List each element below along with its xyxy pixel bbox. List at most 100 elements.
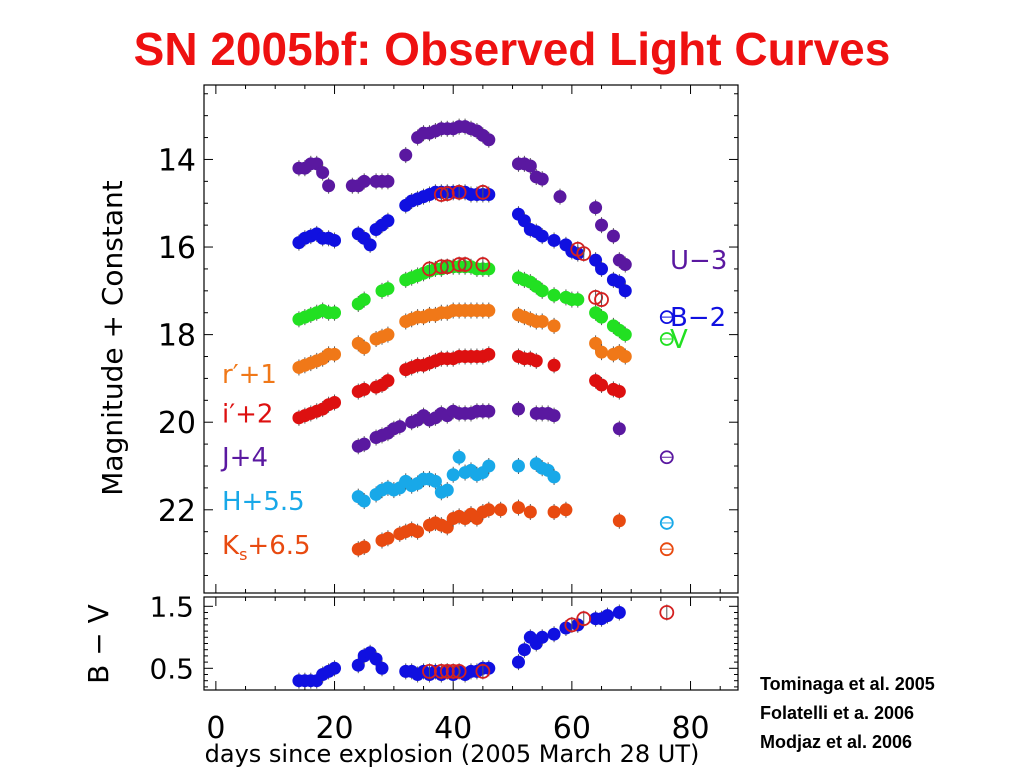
y-tick-label: 1.5	[149, 590, 194, 623]
data-point-open	[576, 611, 592, 627]
data-point	[494, 503, 508, 517]
data-point	[482, 503, 496, 517]
series-i	[292, 346, 626, 426]
data-point	[322, 179, 336, 193]
data-point	[618, 328, 632, 342]
data-point	[393, 420, 407, 434]
data-point	[511, 655, 525, 669]
data-point	[328, 661, 342, 675]
data-point	[547, 409, 561, 423]
data-point-open	[594, 292, 609, 307]
data-point	[357, 293, 371, 307]
data-point	[595, 378, 609, 392]
data-point-open	[659, 542, 674, 557]
data-point	[482, 347, 496, 361]
series-label: U−3	[670, 246, 727, 276]
data-point	[612, 514, 626, 528]
x-axis-label: days since explosion (2005 March 28 UT)	[205, 740, 700, 768]
data-point	[369, 652, 383, 666]
data-point	[612, 422, 626, 436]
y-tick-label: 16	[158, 231, 196, 266]
data-point	[482, 133, 496, 147]
reference-item: Tominaga et al. 2005	[760, 674, 935, 694]
series-label: r′+1	[222, 360, 277, 390]
data-point	[328, 347, 342, 361]
data-point	[523, 159, 537, 173]
x-tick-label: 60	[553, 711, 591, 746]
data-point	[399, 148, 413, 162]
data-point	[595, 345, 609, 359]
series-open	[659, 310, 674, 557]
series-label: B−2	[670, 303, 726, 333]
data-point	[612, 606, 626, 619]
reference-item: Folatelli et a. 2006	[760, 703, 915, 723]
data-point	[571, 293, 585, 307]
series-h	[351, 449, 561, 510]
y-tick-label: 0.5	[149, 652, 194, 685]
data-point	[547, 627, 561, 641]
data-point	[595, 218, 609, 232]
data-point	[452, 450, 466, 464]
data-point	[357, 540, 371, 554]
y-axis-label: B − V	[82, 604, 115, 684]
data-point	[381, 374, 395, 388]
data-point-open	[445, 664, 461, 679]
y-axis-label: Magnitude + Constant	[96, 180, 129, 496]
data-point	[316, 166, 330, 180]
data-point	[517, 643, 531, 657]
data-point-open	[433, 187, 449, 202]
x-tick-label: 20	[315, 711, 353, 746]
data-point	[328, 396, 342, 409]
series-u	[292, 118, 632, 273]
data-point-open	[659, 516, 674, 530]
data-point	[618, 258, 632, 272]
data-point	[511, 501, 525, 515]
data-point	[357, 382, 371, 396]
data-point	[595, 262, 609, 276]
data-point	[357, 174, 371, 188]
data-point-open	[475, 184, 491, 200]
data-point	[535, 229, 549, 243]
y-tick-label: 22	[158, 494, 196, 529]
data-point-open	[451, 257, 467, 272]
data-point-open	[564, 617, 580, 633]
data-point	[535, 630, 549, 644]
series-label: Ks+6.5	[222, 531, 311, 564]
data-point	[595, 310, 609, 324]
data-point	[381, 282, 395, 296]
data-point	[535, 172, 549, 186]
data-point	[523, 505, 537, 519]
y-tick-label: 18	[158, 319, 196, 354]
x-tick-label: 0	[206, 711, 225, 746]
data-point	[559, 503, 573, 517]
data-point	[612, 385, 626, 399]
y-tick-label: 14	[158, 143, 196, 178]
data-point	[411, 525, 425, 539]
data-point	[547, 233, 561, 247]
series-labels: U−3 B−2Vr′+1 i′+2 J+4 H+5.5 Ks+6.5	[220, 246, 727, 564]
data-point	[535, 284, 549, 298]
data-point	[381, 531, 395, 545]
x-tick-label: 40	[434, 711, 472, 746]
series-label: i′+2	[222, 399, 273, 429]
data-point	[440, 483, 454, 497]
data-point	[553, 190, 567, 204]
data-point	[535, 314, 549, 328]
data-point	[357, 494, 371, 508]
data-point	[357, 341, 371, 355]
data-point-open	[659, 332, 674, 346]
data-point-open	[457, 257, 473, 272]
series-j	[351, 401, 626, 455]
data-point	[600, 609, 614, 623]
data-point	[357, 437, 371, 451]
data-point	[511, 402, 525, 416]
slide-title: SN 2005bf: Observed Light Curves	[133, 23, 891, 75]
data-point	[606, 229, 620, 243]
data-point	[482, 459, 496, 473]
data-point	[446, 468, 460, 482]
data-point	[381, 214, 395, 228]
data-point-open	[433, 664, 449, 679]
data-point	[547, 358, 561, 372]
data-point-open	[439, 186, 455, 202]
data-point	[351, 658, 365, 672]
